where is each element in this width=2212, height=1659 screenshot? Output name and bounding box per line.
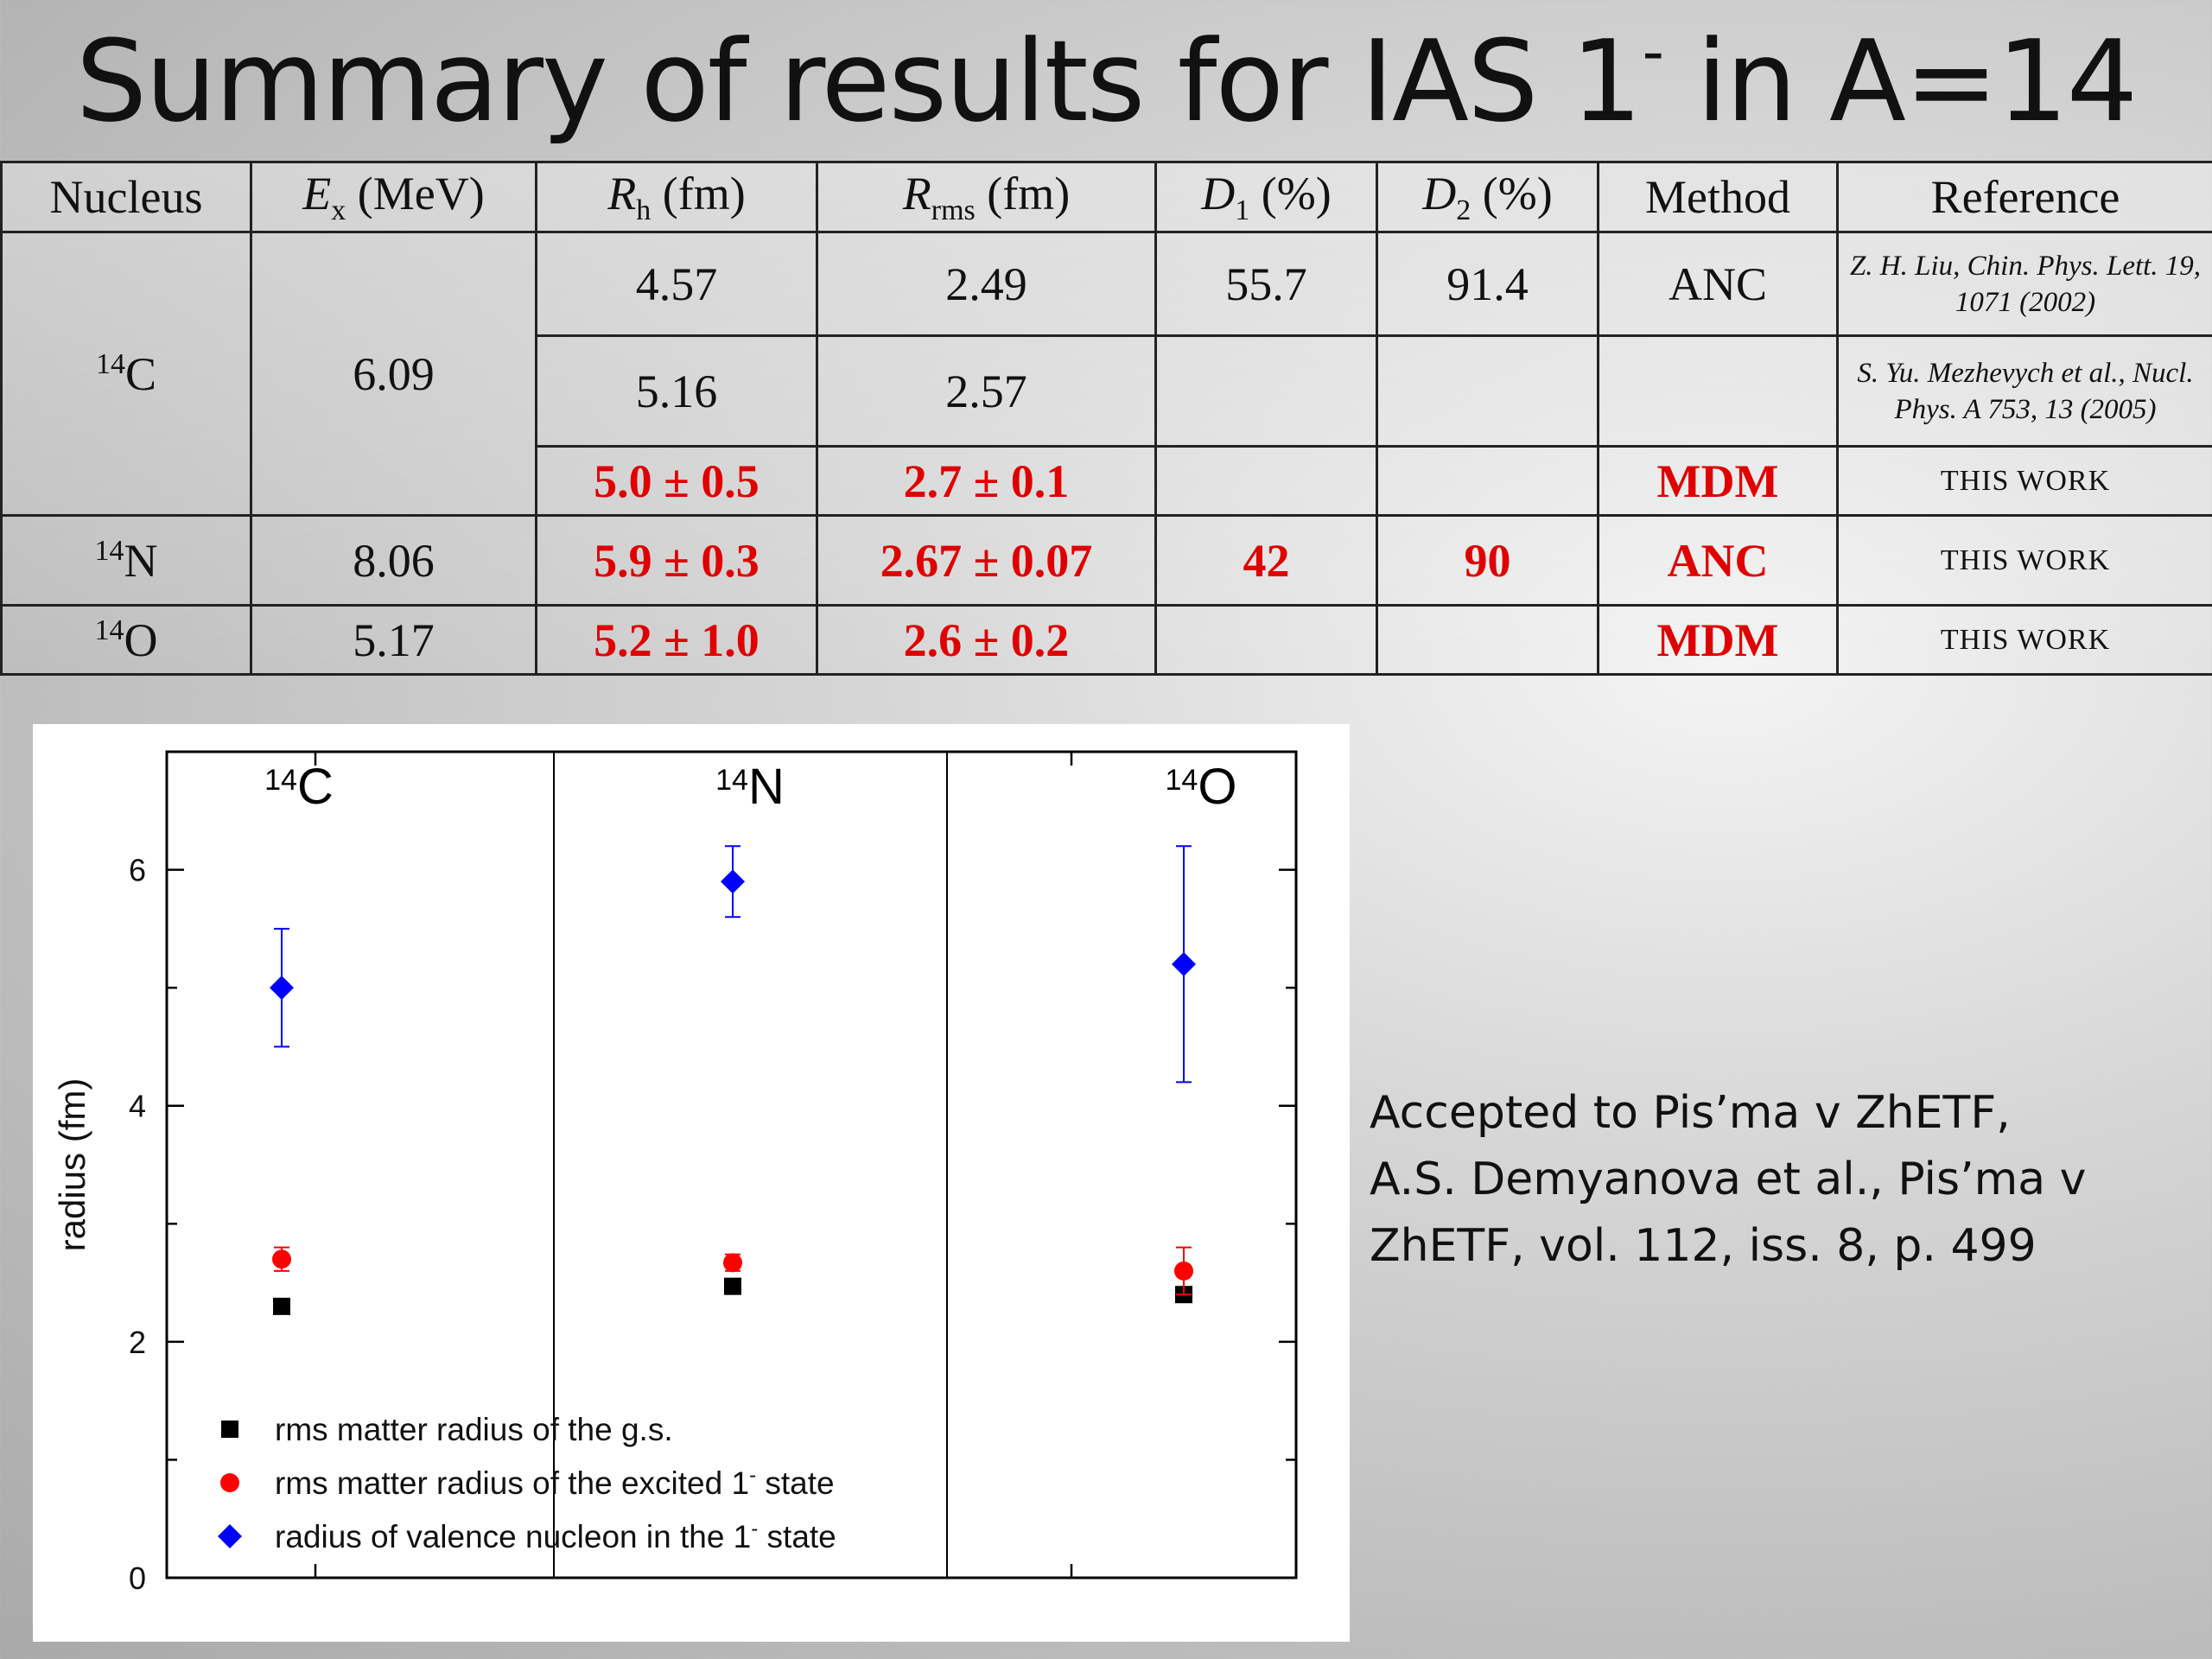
- category-label: 14C: [264, 759, 334, 815]
- legend-label: rms matter radius of the g.s.: [275, 1412, 673, 1447]
- legend-label: radius of valence nucleon in the 1- stat…: [275, 1517, 836, 1554]
- y-axis-label: radius (fm): [52, 1078, 92, 1252]
- cell-d2: [1376, 445, 1599, 517]
- data-point-diamond: [721, 869, 745, 894]
- data-point-circle: [272, 1249, 291, 1269]
- data-point-diamond: [270, 976, 294, 1001]
- table-row: 14C 6.09 4.57 2.49 55.7 91.4 ANC Z. H. L…: [0, 231, 2212, 517]
- cell-rh: 5.2 ± 1.0: [535, 604, 818, 676]
- cell-rrms: 2.7 ± 0.1: [816, 445, 1157, 517]
- header-method: Method: [1597, 161, 1839, 233]
- cell-method: MDM: [1597, 445, 1839, 517]
- cell-method: ANC: [1597, 231, 1839, 337]
- y-tick-label: 4: [129, 1089, 146, 1124]
- cell-d1: 55.7: [1154, 231, 1378, 337]
- category-label: 14N: [715, 759, 785, 815]
- header-rh: Rh (fm): [535, 161, 818, 233]
- header-nucleus: Nucleus: [0, 161, 252, 233]
- cell-reference: THIS WORK: [1836, 604, 2212, 676]
- cell-rh: 5.0 ± 0.5: [535, 445, 818, 517]
- cell-d2: [1376, 604, 1599, 676]
- cell-method: MDM: [1597, 604, 1839, 676]
- category-label: 14O: [1166, 759, 1237, 815]
- ex-n14: 8.06: [250, 514, 537, 607]
- header-ex: Ex (MeV): [250, 161, 537, 233]
- caption-line: Accepted to Pis’ma v ZhETF,: [1370, 1087, 2011, 1139]
- table-row: 14O 5.17 5.2 ± 1.0 2.6 ± 0.2 MDM THIS WO…: [0, 604, 2212, 676]
- cell-reference: THIS WORK: [1836, 514, 2212, 607]
- data-point-circle: [723, 1253, 742, 1273]
- legend-marker-square: [221, 1421, 238, 1438]
- y-tick-label: 2: [129, 1325, 146, 1360]
- results-table: Nucleus Ex (MeV) Rh (fm) Rrms (fm) D1 (%…: [0, 161, 2212, 676]
- cell-d1: 42: [1154, 514, 1378, 607]
- data-point-circle: [1174, 1261, 1193, 1281]
- header-reference: Reference: [1836, 161, 2212, 233]
- legend-marker-diamond: [218, 1524, 242, 1548]
- cell-method: ANC: [1597, 514, 1839, 607]
- cell-rh: 5.9 ± 0.3: [535, 514, 818, 607]
- table-row: 14N 8.06 5.9 ± 0.3 2.67 ± 0.07 42 90 ANC…: [0, 514, 2212, 607]
- radius-chart-panel: 0 2 4 6 radius (fm) 14C 14N 14O rms matter radiu…: [33, 724, 1350, 1642]
- y-tick-label: 0: [129, 1560, 146, 1596]
- caption-line: ZhETF, vol. 112, iss. 8, p. 499: [1370, 1220, 2037, 1272]
- slide-title: Summary of results for IAS 1- in A=14: [75, 16, 2139, 147]
- header-d2: D2 (%): [1376, 161, 1599, 233]
- cell-rrms: 2.6 ± 0.2: [816, 604, 1157, 676]
- cell-reference: S. Yu. Mezhevych et al., Nucl. Phys. A 7…: [1836, 334, 2212, 448]
- nucleus-c14: 14C: [0, 231, 252, 517]
- header-rrms: Rrms (fm): [816, 161, 1157, 233]
- cell-d1: [1154, 334, 1378, 448]
- ex-o14: 5.17: [250, 604, 537, 676]
- ex-c14: 6.09: [250, 231, 537, 517]
- data-point-square: [724, 1277, 741, 1295]
- publication-caption: Accepted to Pis’ma v ZhETF, A.S. Demyano…: [1370, 1080, 2190, 1280]
- y-tick-label: 6: [129, 853, 146, 888]
- table-row: 5.16 2.57 S. Yu. Mezhevych et al., Nucl.…: [2, 334, 2212, 448]
- cell-rrms: 2.49: [816, 231, 1157, 337]
- cell-d2: 91.4: [1376, 231, 1599, 337]
- cell-rh: 5.16: [535, 334, 818, 448]
- cell-rrms: 2.67 ± 0.07: [816, 514, 1157, 607]
- data-point-diamond: [1172, 951, 1196, 976]
- cell-reference: Z. H. Liu, Chin. Phys. Lett. 19, 1071 (2…: [1836, 231, 2212, 337]
- cell-method: [1597, 334, 1839, 448]
- cell-rh: 4.57: [535, 231, 818, 337]
- table-row: 5.0 ± 0.5 2.7 ± 0.1 MDM THIS WORK: [2, 445, 2212, 517]
- caption-line: A.S. Demyanova et al., Pis’ma v: [1370, 1154, 2087, 1205]
- cell-reference: THIS WORK: [1836, 445, 2212, 517]
- table-header-row: Nucleus Ex (MeV) Rh (fm) Rrms (fm) D1 (%…: [0, 161, 2212, 233]
- legend-label: rms matter radius of the excited 1- stat…: [275, 1464, 835, 1501]
- cell-rrms: 2.57: [816, 334, 1157, 448]
- cell-d1: [1154, 604, 1378, 676]
- cell-d2: [1376, 334, 1599, 448]
- nucleus-n14: 14N: [0, 514, 252, 607]
- cell-d1: [1154, 445, 1378, 517]
- nucleus-o14: 14O: [0, 604, 252, 676]
- legend-marker-circle: [220, 1473, 239, 1492]
- cell-d2: 90: [1376, 514, 1599, 607]
- header-d1: D1 (%): [1154, 161, 1378, 233]
- plot-frame: [165, 750, 1298, 1580]
- radius-chart: 0 2 4 6 radius (fm) 14C 14N 14O rms matter radiu…: [52, 750, 1298, 1596]
- data-point-square: [273, 1297, 290, 1315]
